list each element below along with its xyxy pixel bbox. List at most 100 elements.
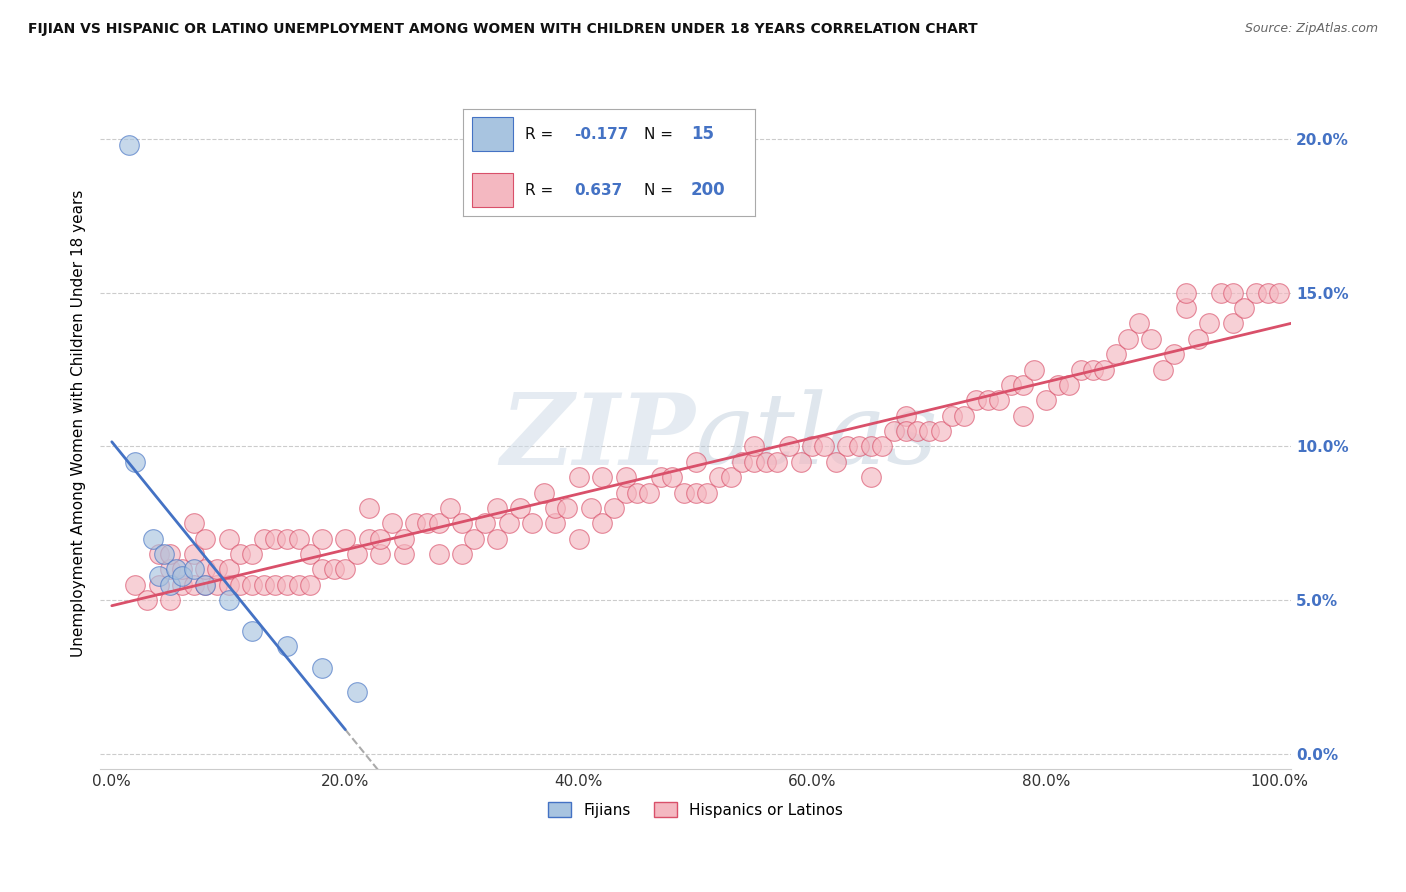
Point (1268, 285, 1291, 300)
Point (555, 500, 578, 515)
Point (148, 578, 170, 592)
Point (357, 532, 380, 546)
Point (148, 568, 170, 582)
Point (1244, 285, 1267, 300)
Point (707, 470, 730, 484)
Point (299, 578, 322, 592)
Point (194, 532, 217, 546)
Point (894, 424, 917, 438)
Point (1092, 362, 1115, 376)
Point (142, 532, 165, 546)
Point (124, 578, 146, 592)
Point (381, 516, 404, 531)
Point (976, 393, 998, 408)
Point (824, 455, 846, 469)
Point (544, 516, 567, 531)
Point (240, 547, 263, 561)
Point (170, 578, 193, 592)
Legend: Fijians, Hispanics or Latinos: Fijians, Hispanics or Latinos (543, 796, 849, 824)
Point (614, 470, 637, 484)
Text: atlas: atlas (696, 390, 938, 485)
Point (579, 500, 602, 515)
Point (533, 485, 555, 500)
Point (229, 578, 252, 592)
Point (1187, 332, 1209, 346)
Point (1152, 362, 1174, 376)
Point (451, 516, 474, 531)
Point (416, 516, 439, 531)
Point (439, 500, 461, 515)
Point (1035, 393, 1057, 408)
Point (311, 532, 333, 546)
Point (1198, 317, 1220, 331)
Point (1209, 285, 1232, 300)
Y-axis label: Unemployment Among Women with Children Under 18 years: Unemployment Among Women with Children U… (72, 190, 86, 657)
Point (965, 393, 987, 408)
Point (451, 547, 474, 561)
Text: ZIP: ZIP (501, 389, 696, 485)
Text: FIJIAN VS HISPANIC OR LATINO UNEMPLOYMENT AMONG WOMEN WITH CHILDREN UNDER 18 YEA: FIJIAN VS HISPANIC OR LATINO UNEMPLOYMEN… (28, 22, 977, 37)
Point (1257, 285, 1279, 300)
Point (626, 485, 648, 500)
Point (335, 532, 357, 546)
Point (672, 485, 695, 500)
Point (1222, 317, 1244, 331)
Point (696, 485, 718, 500)
Point (159, 578, 181, 592)
Point (357, 500, 380, 515)
Point (755, 455, 778, 469)
Point (194, 562, 217, 576)
Point (661, 470, 683, 484)
Point (1175, 285, 1198, 300)
Point (509, 500, 531, 515)
Point (872, 439, 894, 453)
Point (335, 562, 357, 576)
Point (218, 532, 240, 546)
Point (568, 532, 591, 546)
Point (218, 562, 240, 576)
Point (1000, 378, 1022, 392)
Point (427, 547, 450, 561)
Point (1011, 378, 1033, 392)
Point (1011, 409, 1033, 423)
Point (276, 532, 298, 546)
Point (346, 547, 368, 561)
Point (392, 547, 415, 561)
Point (370, 547, 392, 561)
Point (1222, 285, 1244, 300)
Point (1163, 347, 1185, 361)
Point (427, 516, 450, 531)
Point (205, 578, 228, 592)
Point (311, 562, 333, 576)
Point (1233, 301, 1256, 315)
Point (568, 470, 591, 484)
Point (346, 685, 368, 699)
Point (614, 485, 637, 500)
Point (264, 578, 287, 592)
Point (720, 470, 742, 484)
Point (229, 547, 252, 561)
Point (183, 578, 205, 592)
Point (1105, 347, 1128, 361)
Point (159, 562, 181, 576)
Point (742, 439, 765, 453)
Point (392, 532, 415, 546)
Point (218, 578, 240, 592)
Point (165, 562, 187, 576)
Point (299, 547, 322, 561)
Point (1081, 362, 1104, 376)
Point (742, 455, 765, 469)
Point (486, 500, 509, 515)
Point (731, 455, 754, 469)
Point (650, 470, 672, 484)
Point (287, 578, 309, 592)
Point (918, 424, 941, 438)
Point (1070, 362, 1092, 376)
Point (953, 409, 976, 423)
Point (1175, 301, 1198, 315)
Point (183, 562, 205, 576)
Point (1057, 378, 1080, 392)
Point (766, 455, 789, 469)
Text: Source: ZipAtlas.com: Source: ZipAtlas.com (1244, 22, 1378, 36)
Point (124, 455, 146, 469)
